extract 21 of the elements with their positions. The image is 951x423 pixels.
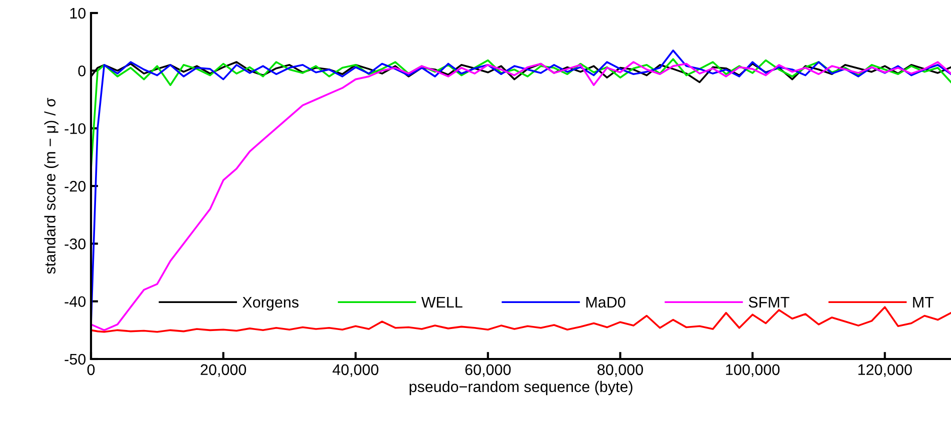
x-tick-label: 60,000	[465, 364, 511, 377]
x-tick-label: 80,000	[598, 364, 643, 377]
legend-label: SFMT	[748, 296, 790, 308]
y-tick-label: -50	[64, 354, 86, 365]
x-tick-label: 20,000	[200, 364, 246, 377]
legend-label: MaD0	[586, 296, 626, 308]
y-axis-title: standard score (m − μ) / σ	[44, 98, 58, 274]
x-tick-label: 120,000	[858, 364, 912, 377]
y-tick-label: -40	[64, 296, 86, 308]
legend-label: Xorgens	[242, 296, 299, 311]
y-tick-label: 0	[78, 66, 86, 76]
y-tick-label: -10	[64, 123, 86, 134]
y-tick-label: -20	[64, 180, 86, 192]
legend-label: MT	[913, 296, 934, 308]
x-tick-label: 100,000	[726, 364, 780, 377]
x-axis-title: pseudo−random sequence (byte)	[410, 380, 632, 396]
y-tick-label: 10	[70, 8, 86, 19]
y-tick-label: -30	[64, 238, 86, 250]
x-tick-label: 0	[87, 364, 95, 376]
x-tick-label: 40,000	[332, 364, 378, 377]
legend-label: WELL	[421, 296, 462, 308]
